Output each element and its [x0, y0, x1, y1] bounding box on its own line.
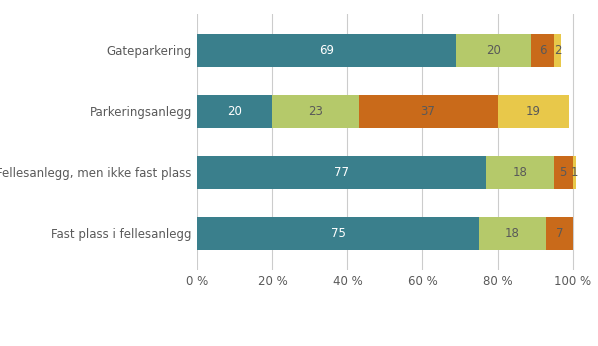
Bar [479, 217, 547, 250]
Text: 77: 77 [334, 166, 349, 179]
Text: 20: 20 [486, 44, 501, 57]
Bar [498, 94, 569, 128]
Bar [197, 156, 486, 189]
Text: 7: 7 [556, 227, 563, 240]
Text: 23: 23 [308, 105, 323, 118]
Text: 6: 6 [539, 44, 547, 57]
Bar [547, 217, 572, 250]
Bar [456, 34, 531, 67]
Text: 20: 20 [227, 105, 242, 118]
Text: 18: 18 [505, 227, 520, 240]
Bar [531, 34, 554, 67]
Text: 2: 2 [554, 44, 562, 57]
Text: 19: 19 [526, 105, 541, 118]
Bar [197, 217, 479, 250]
Bar [272, 94, 359, 128]
Bar [197, 34, 456, 67]
Text: 75: 75 [331, 227, 346, 240]
Bar [554, 156, 572, 189]
Bar [572, 156, 576, 189]
Bar [359, 94, 498, 128]
Text: 69: 69 [319, 44, 334, 57]
Text: 18: 18 [512, 166, 527, 179]
Bar [197, 94, 272, 128]
Text: 5: 5 [560, 166, 567, 179]
Bar [554, 34, 562, 67]
Text: 37: 37 [420, 105, 435, 118]
Text: 1: 1 [570, 166, 578, 179]
Bar [486, 156, 554, 189]
